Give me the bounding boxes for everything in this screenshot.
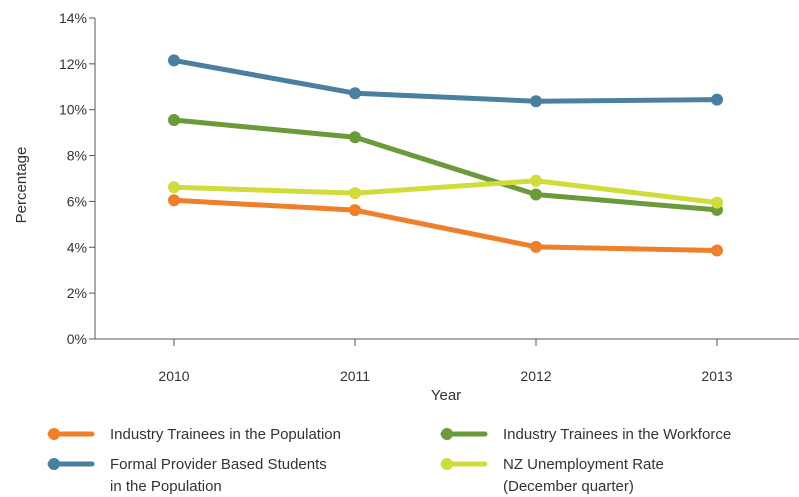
series-layer [168,54,723,257]
chart-legend: Industry Trainees in the Population Forma… [47,426,731,495]
legend-label: NZ Unemployment Rate [503,456,664,473]
legend-label: Industry Trainees in the Workforce [503,426,731,443]
series-line [171,117,720,213]
chart-ticks: 0% 2% 4% 6% 8% 10% 12% 14% 2010 2011 2012 2013 [59,10,733,384]
data-point [168,114,180,127]
data-point [711,244,723,257]
data-point [168,181,180,194]
data-point [530,174,542,187]
data-point [349,204,361,217]
legend-label: (December quarter) [503,478,634,495]
legend-label: in the Population [110,478,222,495]
legend-swatch-dot [441,458,453,470]
legend-label: Formal Provider Based Students [110,456,327,473]
data-point [711,93,723,106]
x-tick-label: 2012 [520,368,551,384]
series-1 [168,114,723,216]
x-tick-label: 2011 [340,368,370,384]
legend-swatch-dot [48,428,60,440]
legend-item: NZ Unemployment Rate (December quarter) [440,456,664,495]
series-line [171,178,720,206]
data-point [349,131,361,144]
data-point [711,196,723,209]
data-point [349,87,361,100]
data-point [530,95,542,108]
data-point [168,54,180,67]
data-point [168,194,180,207]
series-3 [168,194,723,257]
data-point [530,188,542,201]
chart-axes [94,18,799,340]
series-0 [168,54,723,108]
y-tick-label: 4% [67,239,87,255]
y-tick-label: 12% [59,56,87,72]
legend-label: Industry Trainees in the Population [110,426,341,443]
legend-swatch-dot [48,458,60,470]
y-tick-label: 10% [59,102,87,118]
y-tick-label: 14% [59,10,87,26]
y-axis-title: Percentage [13,147,30,224]
legend-item: Industry Trainees in the Population [47,426,341,443]
y-tick-label: 8% [67,148,87,164]
series-line [171,197,720,253]
legend-item: Formal Provider Based Students in the Pop… [47,456,327,495]
series-2 [168,174,723,209]
data-point [530,240,542,253]
y-tick-label: 2% [67,285,87,301]
series-line [171,57,720,104]
x-tick-label: 2013 [701,368,732,384]
legend-swatch-dot [441,428,453,440]
y-tick-label: 6% [67,193,87,209]
x-axis-title: Year [431,387,461,404]
x-tick-label: 2010 [158,368,189,384]
y-tick-label: 0% [67,331,87,347]
legend-item: Industry Trainees in the Workforce [440,426,731,443]
data-point [349,187,361,200]
